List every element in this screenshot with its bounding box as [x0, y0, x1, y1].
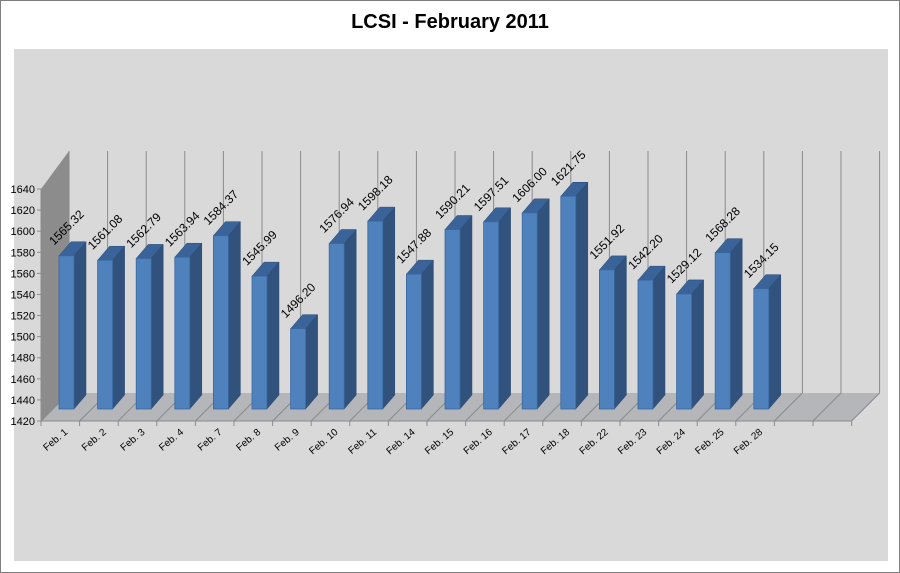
x-tick-label: Feb. 22: [578, 427, 611, 458]
bar-side: [729, 237, 743, 410]
bar-front: [676, 293, 692, 410]
bar: [405, 259, 434, 410]
bar: [251, 261, 280, 410]
x-tick-label: Feb. 3: [119, 427, 148, 454]
bar-side: [536, 198, 550, 410]
bar-side: [652, 265, 666, 410]
bar-side: [382, 206, 396, 410]
x-tick-label: Feb. 15: [423, 427, 456, 458]
x-tick-label: Feb. 14: [385, 427, 418, 458]
bar-side: [189, 242, 203, 410]
bar-front: [58, 255, 75, 410]
bar: [483, 207, 512, 410]
x-tick-label: Feb. 23: [616, 427, 649, 458]
bar-side: [112, 245, 125, 410]
bar-front: [599, 269, 615, 410]
bar: [328, 228, 357, 410]
bar-side: [228, 220, 241, 410]
bar: [367, 206, 396, 410]
bar: [637, 265, 666, 410]
bar: [444, 214, 473, 410]
bar-side: [343, 228, 357, 410]
bar-front: [483, 221, 500, 410]
bar-side: [498, 207, 511, 410]
bar-front: [560, 195, 577, 410]
y-tick-label: 1460: [11, 374, 35, 386]
x-tick-label: Feb. 11: [347, 427, 380, 457]
bar-side: [459, 214, 473, 410]
bar: [174, 242, 203, 410]
x-tick-label: Feb. 18: [539, 427, 572, 458]
bar-front: [290, 328, 307, 410]
bar-front: [251, 275, 268, 410]
bar-side: [421, 259, 434, 410]
bar: [676, 279, 705, 410]
y-tick-label: 1620: [11, 205, 35, 217]
y-tick-label: 1480: [11, 353, 35, 365]
x-tick-label: Feb. 16: [462, 427, 495, 458]
bar-front: [97, 259, 113, 410]
floor-gridline: [812, 392, 842, 422]
bar: [212, 220, 241, 410]
bar-side: [575, 181, 589, 410]
bar-front: [328, 243, 345, 410]
x-tick-label: Feb. 10: [307, 427, 340, 458]
y-tick-label: 1600: [11, 226, 35, 238]
bar-side: [266, 261, 280, 410]
x-tick-label: Feb. 4: [157, 427, 186, 454]
y-tick-label: 1560: [11, 268, 35, 280]
chart-title: LCSI - February 2011: [351, 11, 549, 33]
x-tick-label: Feb. 2: [80, 427, 109, 454]
x-tick-label: Feb. 28: [732, 427, 765, 458]
x-tick-label: Feb. 7: [196, 427, 225, 454]
bar-front: [444, 229, 461, 410]
x-tick-label: Feb. 8: [234, 427, 263, 454]
bar: [714, 237, 743, 410]
bar-side: [305, 313, 318, 410]
y-tick-label: 1520: [11, 311, 35, 323]
x-tick-label: Feb. 17: [500, 427, 533, 458]
bar: [58, 241, 87, 410]
bar-front: [174, 256, 191, 410]
bar-front: [212, 235, 229, 410]
bar: [560, 181, 589, 410]
bar-side: [73, 241, 87, 410]
bar-front: [521, 212, 538, 410]
bar-front: [135, 258, 152, 410]
bar-side: [614, 255, 627, 410]
bar: [521, 198, 550, 410]
bar: [598, 255, 627, 410]
y-tick-label: 1540: [11, 289, 35, 301]
bar: [97, 245, 126, 410]
bar-side: [691, 279, 704, 410]
bar-front: [714, 252, 731, 410]
x-tick-label: Feb. 24: [655, 427, 688, 458]
bar-side: [150, 243, 164, 410]
floor-gridline: [774, 392, 803, 422]
y-tick-label: 1580: [11, 247, 35, 259]
x-tick-label: Feb. 25: [693, 427, 726, 458]
floor-gridline: [851, 392, 880, 422]
y-tick-label: 1640: [11, 184, 35, 196]
x-tick-label: Feb. 1: [41, 427, 70, 454]
back-wall: [69, 151, 880, 393]
y-tick-label: 1500: [11, 332, 35, 344]
bar: [753, 273, 782, 410]
bar-front: [753, 288, 770, 410]
x-tick-label: Feb. 9: [273, 427, 302, 454]
bar-side: [768, 273, 782, 410]
bar: [290, 313, 319, 410]
bar-front: [405, 273, 422, 410]
bar-front: [637, 279, 654, 410]
bar-front: [367, 220, 384, 410]
y-tick-label: 1440: [11, 395, 35, 407]
bar: [135, 243, 164, 410]
y-tick-label: 1420: [11, 416, 35, 428]
